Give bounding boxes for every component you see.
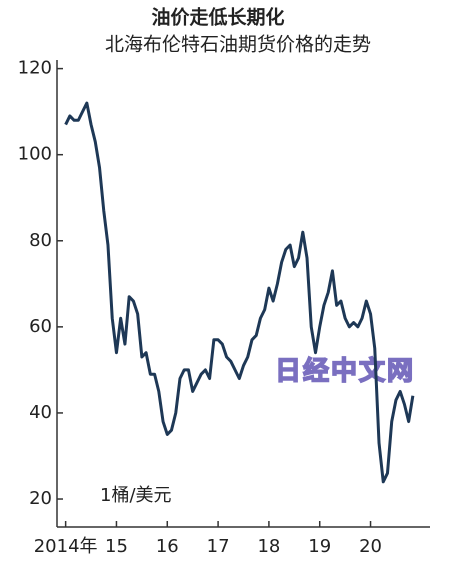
- x-tick-label: 20: [359, 536, 382, 557]
- x-tick-label: 16: [156, 536, 179, 557]
- x-tick-label: 17: [207, 536, 230, 557]
- chart-title: 油价走低长期化: [151, 6, 284, 29]
- watermark: 日经中文网: [275, 356, 415, 387]
- chart-subtitle: 北海布伦特石油期货价格的走势: [105, 34, 371, 56]
- y-tick-label: 120: [18, 58, 52, 79]
- price-line: [64, 101, 415, 484]
- y-tick-label: 100: [18, 144, 52, 165]
- x-tick-label: 2014年: [34, 536, 98, 557]
- y-tick-label: 20: [29, 488, 52, 509]
- x-tick-label: 15: [105, 536, 128, 557]
- y-tick-label: 40: [29, 402, 52, 423]
- y-tick-label: 60: [29, 316, 52, 337]
- x-tick-label: 18: [257, 536, 280, 557]
- x-tick-label: 19: [308, 536, 331, 557]
- y-tick-label: 80: [29, 230, 52, 251]
- unit-label: 1桶/美元: [100, 485, 172, 506]
